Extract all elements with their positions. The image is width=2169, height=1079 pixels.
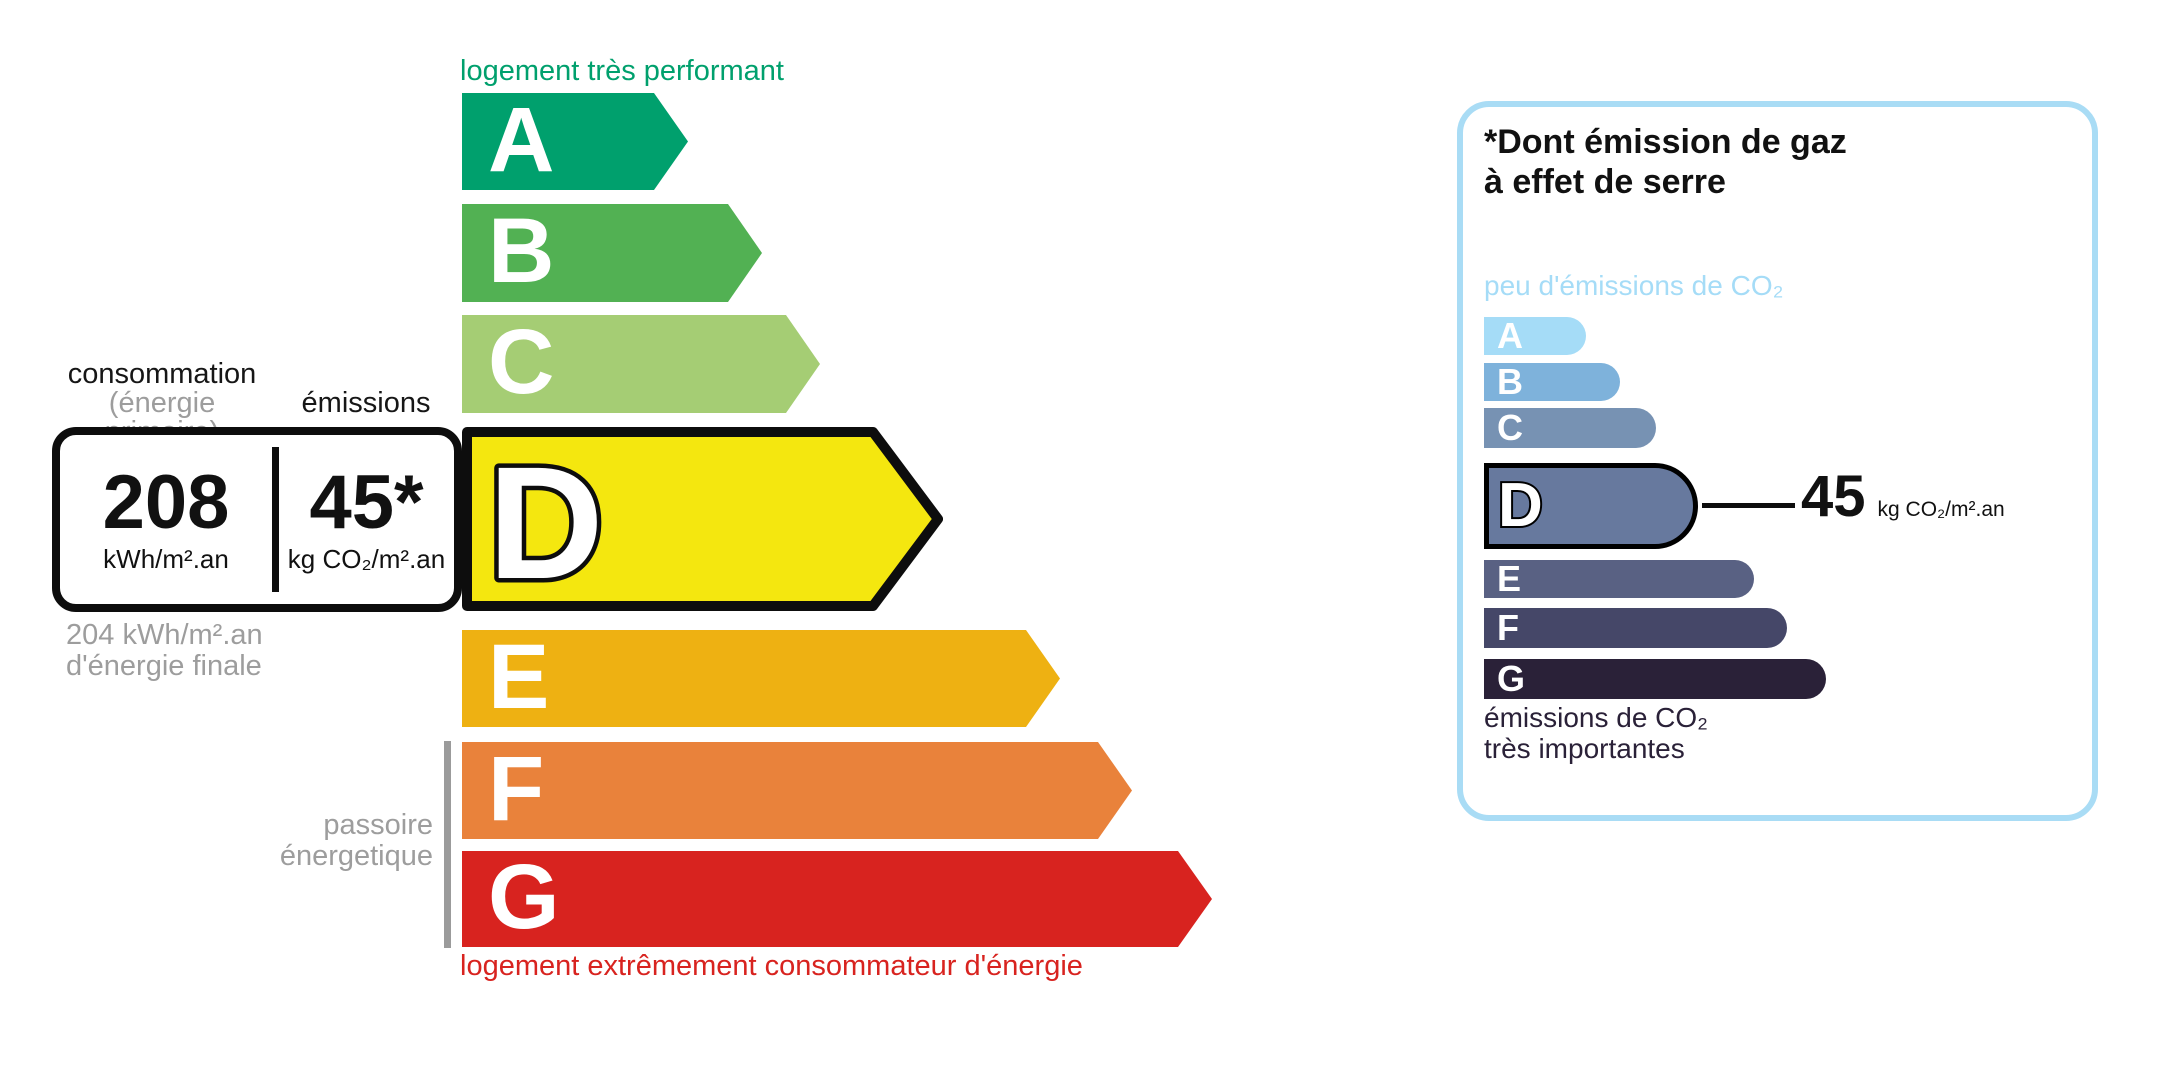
final-energy-line2: d'énergie finale	[66, 650, 262, 682]
energy-class-bar-e: E	[462, 630, 1060, 727]
passoire-label-line2: énergetique	[279, 840, 433, 872]
co2-panel-title: *Dont émission de gaz à effet de serre	[1484, 122, 1847, 202]
co2-callout: 45 kg CO₂/m².an	[1801, 468, 2005, 526]
co2-callout-value: 45	[1801, 464, 1866, 529]
bar-letter-a: A	[488, 88, 555, 191]
passoire-label: passoire énergetique	[233, 810, 433, 872]
consumption-value: 208	[102, 459, 230, 545]
co2-bar-letter-e: E	[1497, 558, 1522, 599]
co2-class-bar-d-selected: D	[1484, 463, 1698, 549]
bar-letter-d: D	[488, 433, 604, 611]
co2-bar-letter-c: C	[1497, 407, 1523, 448]
bar-letter-f: F	[488, 737, 545, 840]
bar-letter-e: E	[488, 625, 550, 728]
score-box: 208 kWh/m².an 45* kg CO₂/m².an	[52, 427, 462, 612]
co2-class-bar-e: E	[1484, 560, 1754, 598]
final-energy-note: 204 kWh/m².an d'énergie finale	[66, 620, 263, 682]
bar-letter-b: B	[488, 200, 555, 302]
co2-panel-title-line2: à effet de serre	[1484, 163, 1726, 201]
co2-class-bar-c: C	[1484, 408, 1656, 448]
bar-letter-g: G	[488, 846, 560, 948]
bar-letter-c: C	[488, 311, 555, 413]
co2-high-emissions-label: émissions de CO₂ très importantes	[1484, 702, 1708, 764]
worst-performance-label: logement extrêmement consommateur d'éner…	[460, 950, 1083, 982]
best-performance-label: logement très performant	[460, 55, 784, 87]
co2-bar-letter-d: D	[1496, 471, 1545, 540]
energy-class-bar-b: B	[462, 204, 762, 302]
co2-high-emissions-line2: très importantes	[1484, 733, 1685, 764]
co2-class-bar-g: G	[1484, 659, 1826, 699]
energy-class-bar-d-selected: D	[462, 427, 943, 611]
co2-bar-letter-g: G	[1497, 658, 1526, 699]
energy-class-bar-a: A	[462, 93, 688, 190]
passoire-label-line1: passoire	[323, 809, 433, 841]
co2-callout-line	[1702, 503, 1795, 508]
emissions-header: émissions	[301, 387, 431, 419]
co2-class-bar-a: A	[1484, 317, 1586, 355]
consumption-header-title: consommation	[67, 358, 257, 390]
emissions-unit: kg CO₂/m².an	[287, 543, 446, 574]
energy-class-bar-g: G	[462, 851, 1212, 947]
co2-bar-letter-a: A	[1497, 315, 1523, 356]
energy-class-bar-c: C	[462, 315, 820, 413]
co2-panel-title-line1: *Dont émission de gaz	[1484, 123, 1847, 161]
consumption-cell: 208 kWh/m².an	[60, 435, 272, 604]
co2-class-bar-f: F	[1484, 608, 1787, 648]
energy-class-bar-f: F	[462, 742, 1132, 839]
co2-high-emissions-line1: émissions de CO₂	[1484, 702, 1709, 733]
score-box-divider	[272, 447, 279, 592]
co2-low-emissions-label: peu d'émissions de CO₂	[1484, 270, 1784, 301]
final-energy-line1: 204 kWh/m².an	[66, 619, 263, 651]
emissions-cell: 45* kg CO₂/m².an	[279, 435, 454, 604]
passoire-divider-line	[444, 741, 451, 948]
selected-arrow-shape	[462, 427, 943, 611]
co2-panel	[1457, 101, 2098, 821]
co2-callout-unit: kg CO₂/m².an	[1877, 498, 2005, 521]
co2-bar-letter-f: F	[1497, 607, 1519, 648]
co2-bar-letter-b: B	[1497, 361, 1523, 402]
co2-class-bar-b: B	[1484, 363, 1620, 401]
consumption-unit: kWh/m².an	[103, 543, 229, 574]
emissions-value: 45*	[309, 459, 424, 545]
